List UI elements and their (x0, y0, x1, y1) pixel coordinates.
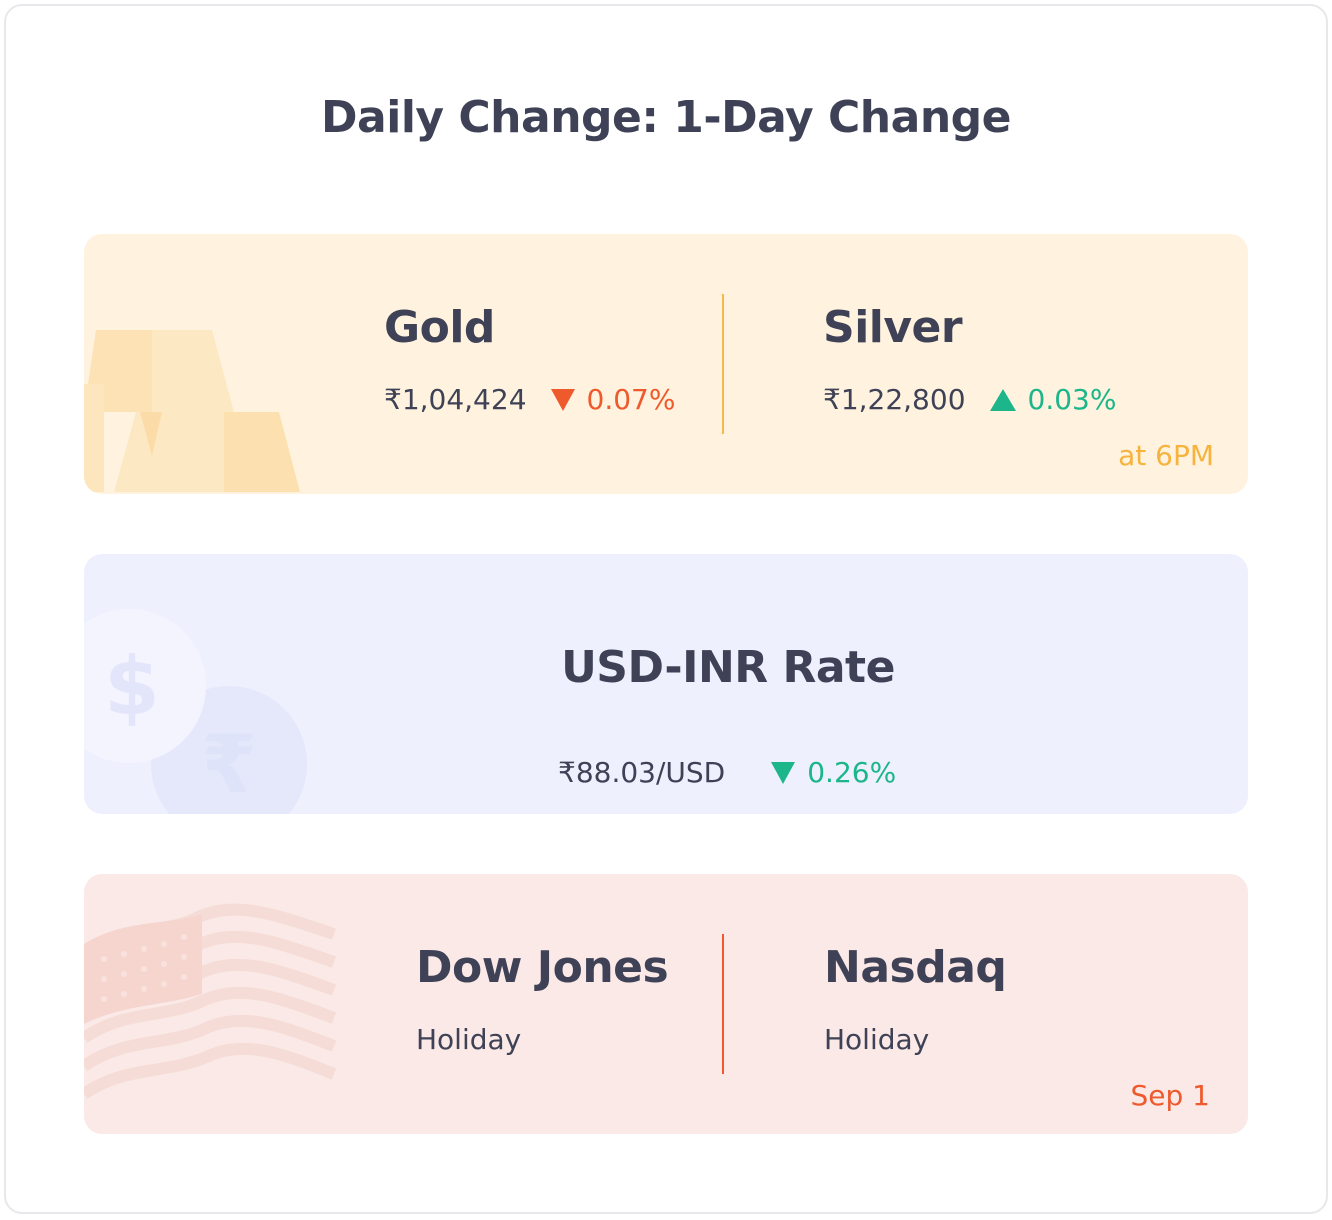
page-title: Daily Change: 1-Day Change (321, 92, 1011, 143)
currency-change: 0.26% (771, 756, 896, 789)
currency-section: USD-INR Rate (84, 642, 1248, 693)
currency-price: ₹88.03/USD (558, 756, 726, 789)
nasdaq-status: Holiday (824, 1023, 930, 1056)
us-markets-date: Sep 1 (1130, 1079, 1211, 1112)
dow-jones-section: Dow Jones Holiday (416, 942, 669, 1056)
silver-change-value: 0.03% (1027, 383, 1117, 416)
currency-change-value: 0.26% (807, 756, 897, 789)
us-markets-divider (722, 934, 724, 1074)
up-triangle-icon (989, 388, 1016, 411)
gold-change-value: 0.07% (586, 383, 676, 416)
dollar-rupee-coins-icon: ₹ $ (84, 609, 307, 814)
down-triangle-icon (550, 388, 575, 411)
currency-card[interactable]: ₹ $ USD-INR Rate ₹88.03/USD 0.26% (84, 554, 1248, 814)
silver-change: 0.03% (989, 383, 1117, 416)
silver-section: Silver ₹1,22,800 0.03% (823, 302, 1116, 416)
gold-change: 0.07% (550, 383, 676, 416)
gold-label: Gold (384, 302, 495, 353)
gold-section: Gold ₹1,04,424 0.07% (384, 302, 675, 416)
currency-row: ₹88.03/USD 0.26% (558, 756, 896, 789)
svg-text:₹: ₹ (201, 718, 257, 811)
dow-jones-status: Holiday (416, 1023, 522, 1056)
currency-label: USD-INR Rate (561, 642, 895, 693)
metals-card[interactable]: Gold ₹1,04,424 0.07% Silver ₹1,22,800 0.… (84, 234, 1248, 494)
svg-text:$: $ (104, 640, 160, 733)
down-triangle-icon (771, 761, 796, 784)
us-markets-card[interactable]: Dow Jones Holiday Nasdaq Holiday Sep 1 (84, 874, 1248, 1134)
metals-divider (722, 294, 724, 434)
nasdaq-section: Nasdaq Holiday (824, 942, 1007, 1056)
nasdaq-label: Nasdaq (824, 942, 1007, 993)
silver-price: ₹1,22,800 (823, 383, 966, 416)
metals-timestamp: at 6PM (1118, 439, 1214, 472)
us-flag-icon (84, 903, 337, 1099)
dow-jones-label: Dow Jones (416, 942, 669, 993)
silver-label: Silver (823, 302, 963, 353)
gold-bars-icon (84, 330, 300, 492)
gold-price: ₹1,04,424 (384, 383, 527, 416)
